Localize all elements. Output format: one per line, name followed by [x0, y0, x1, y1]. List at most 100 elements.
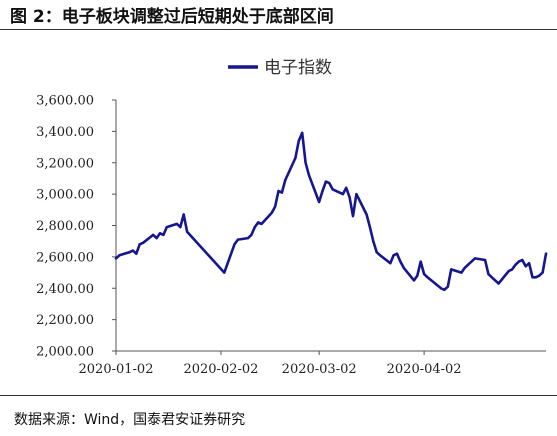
data-point [301, 131, 304, 134]
data-point [128, 251, 131, 254]
y-tick-label: 2,200.00 [36, 313, 94, 328]
data-point [348, 196, 351, 199]
y-tick-label: 2,800.00 [36, 219, 94, 234]
data-point [490, 276, 493, 279]
x-tick-label: 2020-02-02 [183, 362, 258, 377]
data-point [230, 252, 233, 255]
data-point [297, 139, 300, 142]
data-point [365, 213, 368, 216]
data-point [487, 273, 490, 276]
data-point [158, 232, 162, 235]
line-chart: 电子指数 2,000.00 2,200.00 2,400.00 2,600.00 2,8… [36, 58, 548, 377]
data-point [175, 222, 178, 225]
data-point [277, 189, 280, 193]
data-point [152, 233, 155, 236]
y-tick-label: 3,000.00 [36, 188, 94, 203]
data-point [521, 258, 524, 262]
data-point [392, 254, 395, 257]
data-point [246, 237, 250, 240]
source-rule [0, 395, 557, 396]
data-point [534, 276, 537, 279]
y-tick-label: 2,000.00 [36, 345, 94, 360]
data-point [439, 287, 443, 290]
data-point [142, 241, 145, 244]
data-source-note: 数据来源：Wind，国泰君安证券研究 [14, 412, 246, 428]
data-point [379, 254, 382, 257]
data-point [524, 265, 527, 268]
y-tick-label: 2,600.00 [36, 250, 94, 265]
data-point [155, 237, 158, 240]
data-point [372, 240, 375, 243]
data-point [450, 268, 453, 271]
data-point [304, 161, 307, 164]
data-point [118, 254, 121, 257]
y-tick-label: 3,600.00 [36, 94, 94, 109]
y-tick-label: 3,200.00 [36, 156, 94, 171]
data-point [368, 226, 371, 229]
data-point [412, 279, 416, 282]
data-point [226, 262, 229, 265]
data-point [351, 215, 355, 218]
data-point [355, 193, 358, 196]
data-point [250, 233, 253, 236]
data-point [402, 266, 405, 269]
axes [112, 99, 546, 355]
data-point [423, 273, 426, 276]
data-point [280, 191, 283, 194]
data-point [484, 258, 487, 262]
legend: 电子指数 [228, 58, 332, 78]
data-point [165, 226, 168, 229]
x-tick-label: 2020-04-02 [387, 362, 462, 377]
data-point [131, 249, 134, 252]
data-point [270, 211, 273, 214]
data-point [517, 260, 521, 263]
data-point [514, 263, 517, 266]
data-point [135, 252, 138, 255]
data-point [274, 205, 277, 208]
data-point [538, 274, 541, 277]
data-point [426, 276, 429, 279]
data-point [223, 271, 226, 274]
data-point [179, 226, 182, 229]
data-point [531, 276, 534, 279]
data-point [345, 186, 348, 189]
series-line-electronics-index [114, 131, 548, 292]
data-point [328, 182, 331, 185]
data-point [399, 260, 402, 263]
y-tick-labels: 2,000.00 2,200.00 2,400.00 2,600.00 2,800.00… [36, 94, 94, 360]
data-point [114, 257, 118, 260]
data-point [236, 238, 239, 241]
x-tick-label: 2020-01-02 [79, 362, 154, 377]
data-point [324, 180, 327, 183]
data-point [507, 269, 510, 273]
data-point [467, 263, 470, 266]
data-point [389, 262, 392, 265]
data-point [253, 226, 256, 229]
data-point [494, 279, 497, 282]
data-point [294, 156, 297, 160]
data-point [318, 200, 321, 204]
x-tick-label: 2020-03-02 [282, 362, 357, 377]
data-point [446, 285, 449, 288]
data-point [473, 257, 476, 260]
data-point [138, 243, 141, 246]
data-point [541, 271, 544, 274]
data-point [395, 252, 399, 255]
data-point [186, 230, 189, 233]
data-point [233, 243, 236, 246]
data-point [544, 252, 548, 255]
data-point [257, 221, 260, 224]
data-point [460, 271, 463, 274]
data-point [463, 266, 466, 269]
data-point [260, 222, 263, 225]
data-point [321, 189, 324, 193]
data-point [331, 188, 334, 191]
data-points [114, 131, 548, 291]
legend-label-electronics-index: 电子指数 [264, 58, 332, 78]
data-point [443, 288, 446, 291]
data-point [528, 262, 531, 265]
data-point [307, 174, 311, 177]
data-point [419, 260, 422, 263]
y-tick-label: 3,400.00 [36, 125, 94, 140]
data-point [182, 213, 185, 216]
